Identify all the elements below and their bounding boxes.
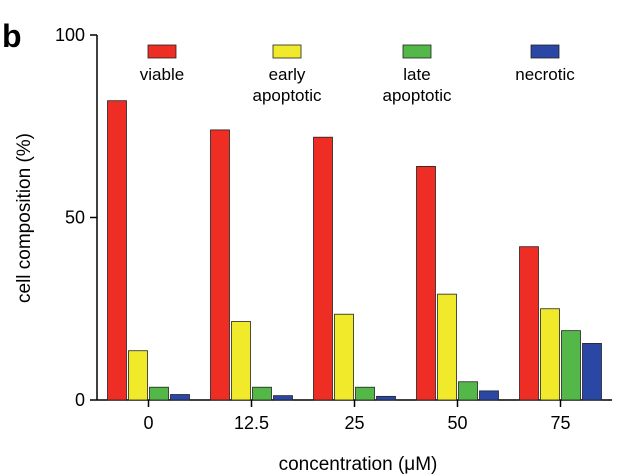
bar-necrotic [376, 395, 396, 401]
x-tick-label: 12.5 [234, 413, 269, 433]
bars [107, 100, 602, 401]
x-tick-label: 75 [550, 413, 570, 433]
x-tick-label: 50 [447, 413, 467, 433]
legend-label: apoptotic [253, 86, 322, 105]
bar-viable [313, 136, 333, 401]
x-axis-label: concentration (μM) [279, 454, 438, 475]
bar-necrotic [479, 390, 499, 401]
bar-early-apoptotic [231, 321, 251, 401]
bar-early-apoptotic [437, 293, 457, 401]
legend: viable early apoptotic late apoptotic necroti… [140, 44, 575, 105]
bar-viable [210, 129, 230, 401]
bar-late-apoptotic [458, 381, 478, 401]
legend-label: necrotic [515, 65, 575, 84]
bar-necrotic [170, 394, 190, 401]
panel-label: b [2, 18, 22, 54]
y-axis-label: cell composition (%) [14, 133, 35, 303]
x-tick-label: 25 [344, 413, 364, 433]
bar-late-apoptotic [149, 386, 169, 401]
y-tick-label: 0 [75, 390, 85, 410]
bar-early-apoptotic [540, 308, 560, 401]
legend-swatch [272, 44, 302, 59]
bar-viable [416, 165, 436, 401]
y-tick-label: 50 [65, 208, 85, 228]
bar-necrotic [582, 343, 602, 401]
legend-swatch [147, 44, 177, 59]
bar-early-apoptotic [334, 313, 354, 401]
bar-early-apoptotic [128, 350, 148, 401]
legend-label: apoptotic [383, 86, 452, 105]
bar-late-apoptotic [561, 330, 581, 401]
bar-viable [107, 100, 127, 401]
legend-swatch [402, 44, 432, 59]
bar-viable [519, 246, 539, 401]
legend-swatch [530, 44, 560, 59]
bar-necrotic [273, 395, 293, 401]
x-tick-label: 0 [143, 413, 153, 433]
legend-label: early [269, 65, 306, 84]
bar-late-apoptotic [355, 386, 375, 401]
legend-label: viable [140, 65, 184, 84]
y-tick-label: 100 [55, 25, 85, 45]
bar-late-apoptotic [252, 386, 272, 401]
legend-label: late [403, 65, 430, 84]
